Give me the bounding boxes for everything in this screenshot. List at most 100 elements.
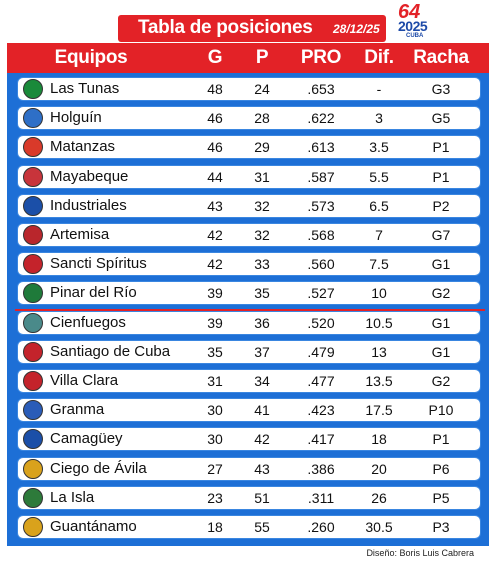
table-row bbox=[17, 194, 481, 218]
table-row bbox=[17, 106, 481, 130]
team-name: Matanzas bbox=[50, 138, 116, 155]
table-row bbox=[17, 427, 481, 451]
wins-cell: 39 bbox=[207, 315, 223, 331]
table-row bbox=[17, 369, 481, 393]
team-name: Guantánamo bbox=[50, 518, 137, 535]
pct-cell: .560 bbox=[307, 256, 335, 272]
diff-cell: 30.5 bbox=[365, 519, 393, 535]
losses-cell: 31 bbox=[254, 169, 270, 185]
diff-cell: 7 bbox=[375, 227, 383, 243]
granma-logo-icon bbox=[23, 400, 43, 420]
holguin-logo-icon bbox=[23, 108, 43, 128]
mayabeque-logo-icon bbox=[23, 167, 43, 187]
title-banner bbox=[118, 15, 386, 42]
diff-cell: 7.5 bbox=[369, 256, 389, 272]
pct-cell: .527 bbox=[307, 285, 335, 301]
team-name: Industriales bbox=[50, 197, 127, 214]
losses-cell: 32 bbox=[254, 198, 270, 214]
las-tunas-logo-icon bbox=[23, 79, 43, 99]
team-name: Cienfuegos bbox=[50, 314, 126, 331]
pct-cell: .587 bbox=[307, 169, 335, 185]
wins-cell: 43 bbox=[207, 198, 223, 214]
table-row bbox=[17, 486, 481, 510]
team-name: La Isla bbox=[50, 489, 95, 506]
diff-cell: - bbox=[376, 81, 382, 97]
diff-cell: 3.5 bbox=[369, 139, 389, 155]
wins-cell: 18 bbox=[207, 519, 223, 535]
streak-cell: P6 bbox=[432, 461, 450, 477]
streak-cell: G1 bbox=[431, 315, 451, 331]
column-header-diff: Dif. bbox=[364, 47, 394, 68]
wins-cell: 30 bbox=[207, 402, 223, 418]
matanzas-logo-icon bbox=[23, 137, 43, 157]
table-row bbox=[17, 398, 481, 422]
cienfuegos-logo-icon bbox=[23, 313, 43, 333]
page-title: Tabla de posiciones bbox=[138, 17, 313, 38]
logo-year: 2025 bbox=[398, 18, 428, 34]
diff-cell: 18 bbox=[371, 431, 387, 447]
wins-cell: 44 bbox=[207, 169, 223, 185]
table-row bbox=[17, 165, 481, 189]
wins-cell: 46 bbox=[207, 139, 223, 155]
column-header-wins: G bbox=[207, 47, 223, 68]
camaguey-logo-icon bbox=[23, 429, 43, 449]
ciego-de-avila-logo-icon bbox=[23, 459, 43, 479]
losses-cell: 36 bbox=[254, 315, 270, 331]
wins-cell: 35 bbox=[207, 344, 223, 360]
serie-nacional-logo: 64 2025 CUBA bbox=[392, 2, 442, 46]
team-name: Las Tunas bbox=[50, 80, 120, 97]
column-header-losses: P bbox=[255, 47, 269, 68]
pct-cell: .311 bbox=[307, 490, 335, 506]
losses-cell: 42 bbox=[254, 431, 270, 447]
streak-cell: P2 bbox=[432, 198, 450, 214]
streak-cell: P5 bbox=[432, 490, 450, 506]
diff-cell: 20 bbox=[371, 461, 387, 477]
wins-cell: 42 bbox=[207, 256, 223, 272]
team-name: Pinar del Río bbox=[50, 284, 137, 301]
team-name: Artemisa bbox=[50, 226, 110, 243]
pct-cell: .417 bbox=[307, 431, 335, 447]
diff-cell: 10.5 bbox=[365, 315, 393, 331]
streak-cell: P1 bbox=[432, 169, 450, 185]
streak-cell: G3 bbox=[431, 81, 451, 97]
losses-cell: 29 bbox=[254, 139, 270, 155]
team-name: Santiago de Cuba bbox=[50, 343, 171, 360]
streak-cell: G2 bbox=[431, 285, 451, 301]
wins-cell: 42 bbox=[207, 227, 223, 243]
pct-cell: .653 bbox=[307, 81, 335, 97]
logo-country: CUBA bbox=[406, 33, 424, 39]
playoff-cutline bbox=[15, 309, 485, 311]
wins-cell: 39 bbox=[207, 285, 223, 301]
team-name: Villa Clara bbox=[50, 372, 119, 389]
pct-cell: .568 bbox=[307, 227, 335, 243]
wins-cell: 27 bbox=[207, 461, 223, 477]
table-row bbox=[17, 340, 481, 364]
streak-cell: G2 bbox=[431, 373, 451, 389]
table-row bbox=[17, 515, 481, 539]
streak-cell: P1 bbox=[432, 139, 450, 155]
diff-cell: 13 bbox=[371, 344, 387, 360]
design-credit: Diseño: Boris Luis Cabrera bbox=[366, 548, 474, 558]
streak-cell: P1 bbox=[432, 431, 450, 447]
diff-cell: 13.5 bbox=[365, 373, 393, 389]
streak-cell: G1 bbox=[431, 256, 451, 272]
sancti-spiritus-logo-icon bbox=[23, 254, 43, 274]
losses-cell: 43 bbox=[254, 461, 270, 477]
santiago-de-cuba-logo-icon bbox=[23, 342, 43, 362]
wins-cell: 31 bbox=[207, 373, 223, 389]
losses-cell: 32 bbox=[254, 227, 270, 243]
pinar-del-rio-logo-icon bbox=[23, 283, 43, 303]
losses-cell: 37 bbox=[254, 344, 270, 360]
wins-cell: 23 bbox=[207, 490, 223, 506]
diff-cell: 6.5 bbox=[369, 198, 389, 214]
table-row bbox=[17, 281, 481, 305]
pct-cell: .479 bbox=[307, 344, 335, 360]
table-row bbox=[17, 457, 481, 481]
guantanamo-logo-icon bbox=[23, 517, 43, 537]
diff-cell: 26 bbox=[371, 490, 387, 506]
losses-cell: 55 bbox=[254, 519, 270, 535]
diff-cell: 10 bbox=[371, 285, 387, 301]
losses-cell: 28 bbox=[254, 110, 270, 126]
table-row bbox=[17, 135, 481, 159]
la-isla-logo-icon bbox=[23, 488, 43, 508]
